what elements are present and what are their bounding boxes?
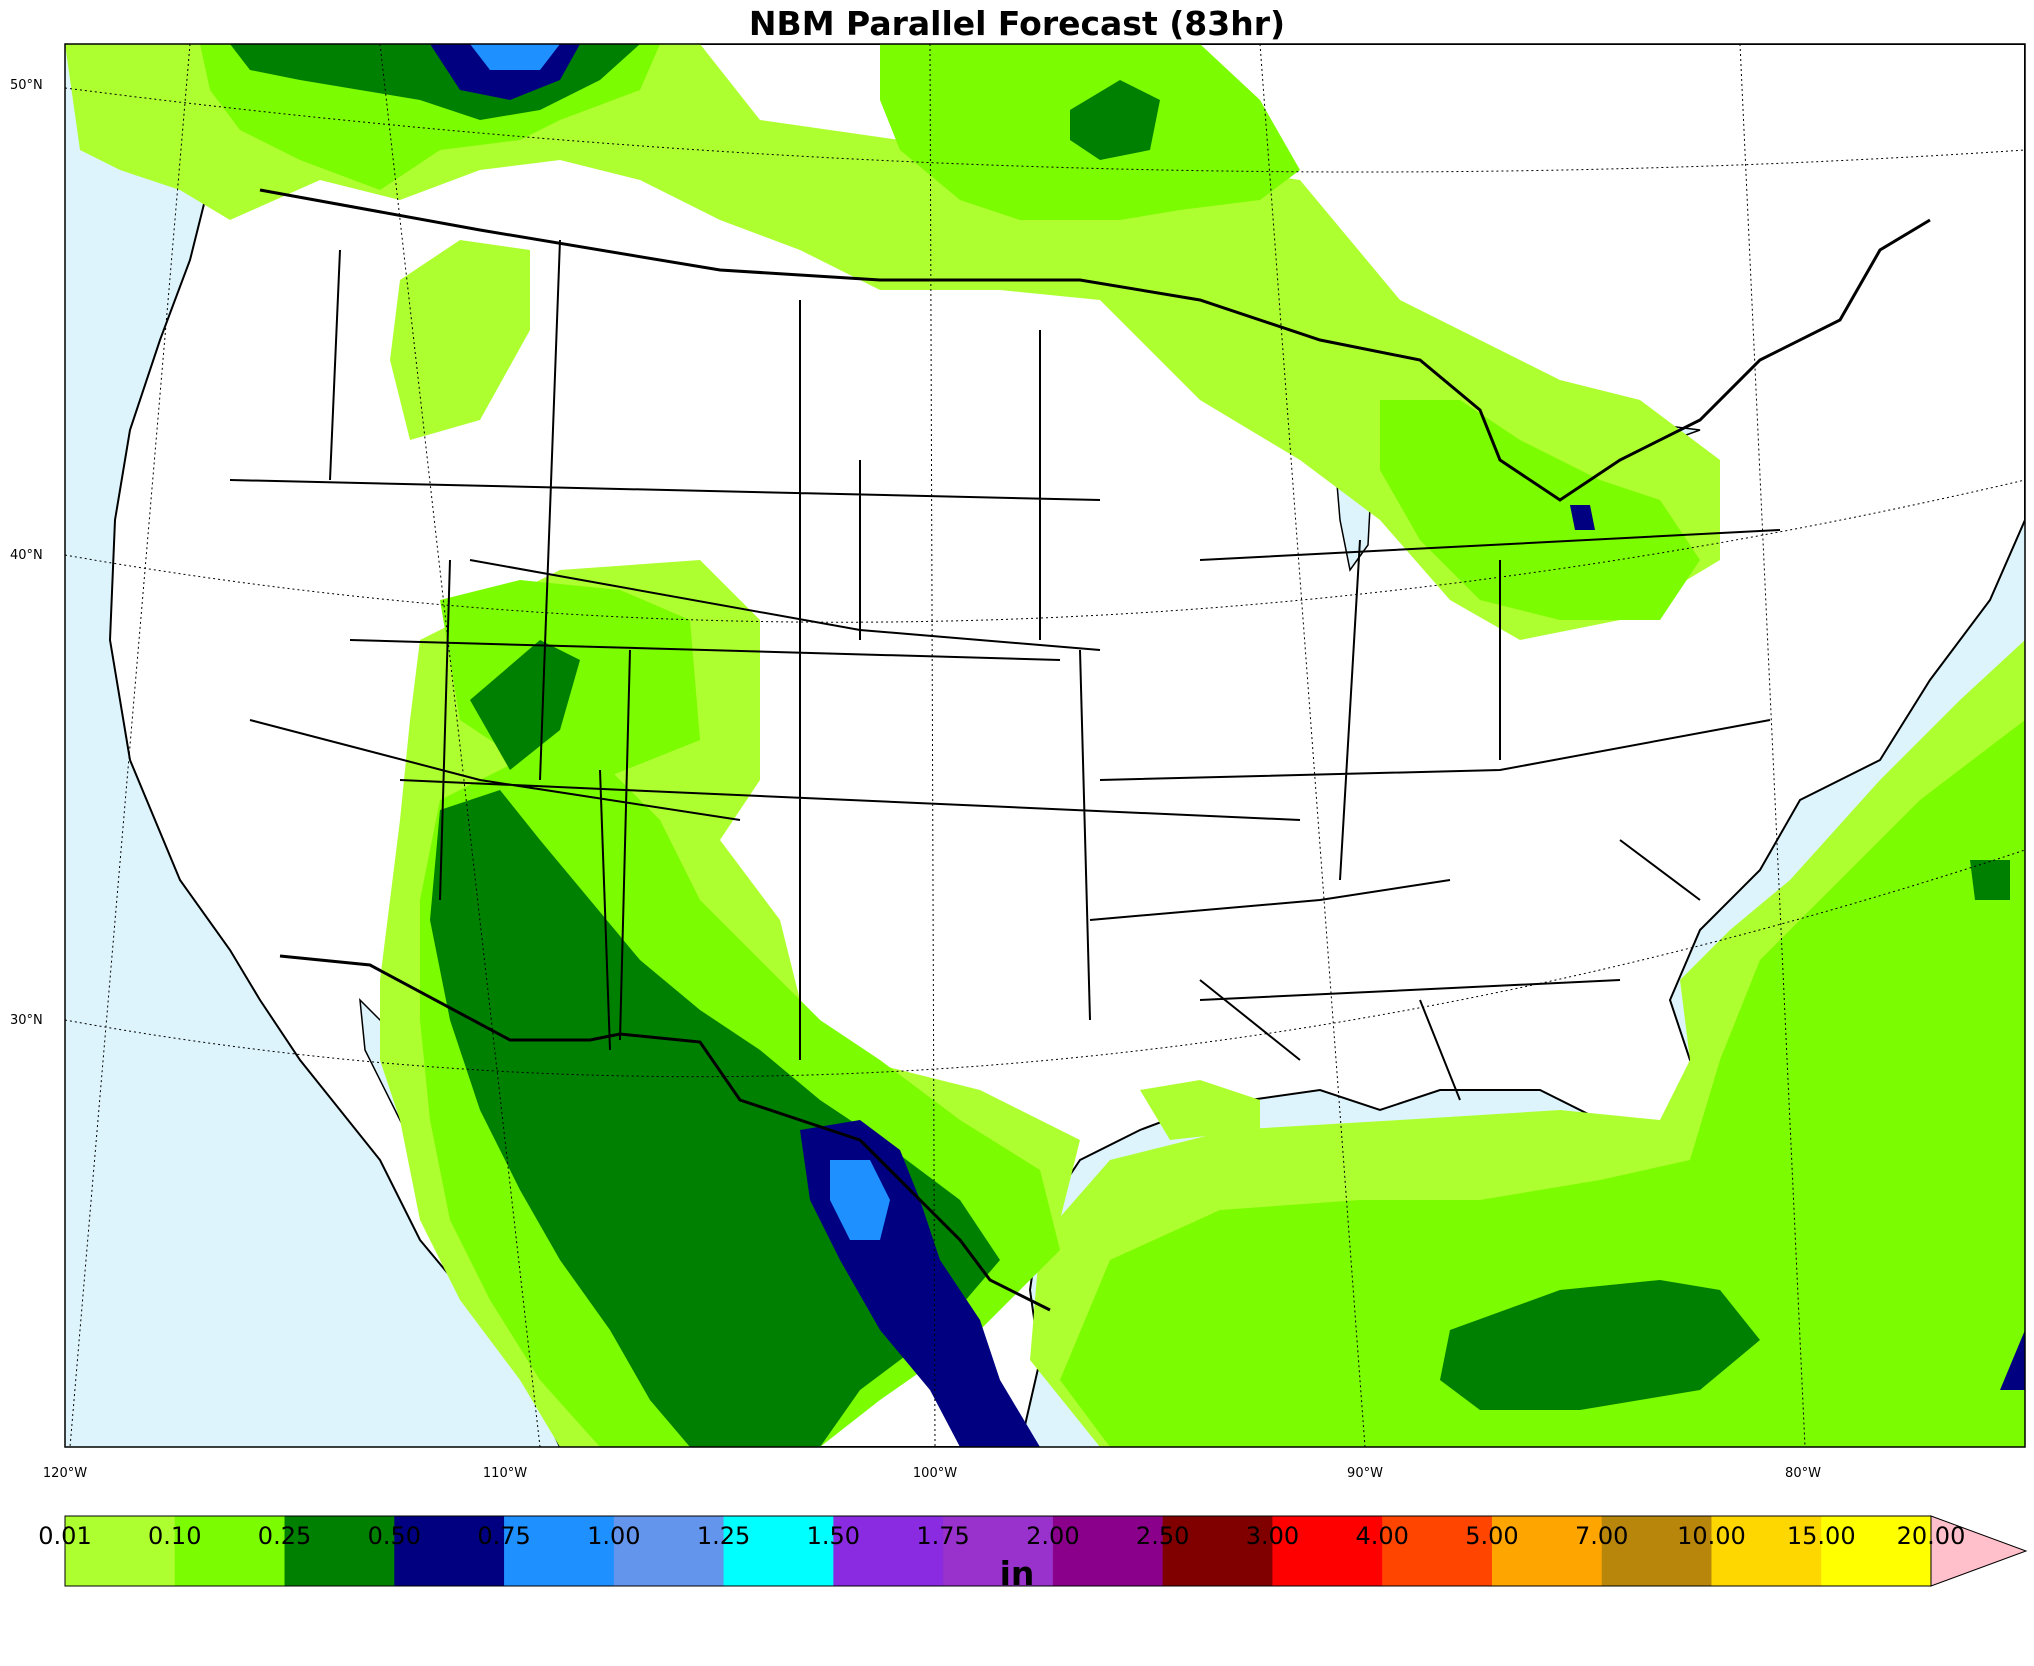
lat-label-50n: 50°N: [10, 78, 43, 93]
lon-label-110w: 110°W: [482, 1466, 528, 1481]
colorbar-unit-label: in: [999, 1554, 1035, 1593]
us-mexico-border: [279, 954, 1051, 1312]
colorbar-tick-label: 10.00: [1677, 1522, 1746, 1550]
colorbar-tick-label: 0.01: [38, 1522, 92, 1550]
colorbar-tick-label: 4.00: [1355, 1522, 1409, 1550]
colorbar-tick-label: 1.75: [916, 1522, 970, 1550]
lon-label-100w: 100°W: [912, 1466, 958, 1481]
colorbar-segment: [613, 1516, 725, 1586]
colorbar-tick-label: 1.50: [806, 1522, 861, 1550]
colorbar-segment: [1821, 1516, 1932, 1586]
colorbar-tick-label: 1.00: [587, 1522, 641, 1550]
colorbar-segment: [394, 1516, 505, 1586]
parallel-50n: [65, 87, 2025, 173]
colorbar-tick-label: 0.50: [367, 1522, 421, 1550]
colorbar-segment: [504, 1516, 615, 1586]
lon-label-90w: 90°W: [1347, 1466, 1383, 1481]
map-title: NBM Parallel Forecast (83hr): [748, 4, 1286, 43]
colorbar-segment: [174, 1516, 286, 1586]
colorbar-tick-label: 7.00: [1574, 1522, 1629, 1550]
colorbar-segment: [65, 1516, 176, 1586]
meridian-80w: [1739, 44, 1806, 1447]
colorbar-frame: [64, 1515, 1932, 1587]
colorbar-segment: [833, 1516, 944, 1586]
meridian-100w: [929, 44, 936, 1447]
colorbar-segment: [1162, 1516, 1273, 1586]
parallel-30n: [65, 849, 2025, 1078]
colorbar-segment: [284, 1516, 395, 1586]
colorbar-segment: [1601, 1516, 1712, 1586]
lat-label-30n: 30°N: [10, 1013, 43, 1028]
map-frame: [64, 43, 2026, 1448]
precip-0.75-1.00: [470, 44, 890, 1240]
graticule: [65, 44, 2025, 1447]
lat-label-40n: 40°N: [10, 548, 43, 563]
lon-label-80w: 80°W: [1785, 1466, 1821, 1481]
colorbar-tick-label: 0.75: [477, 1522, 531, 1550]
colorbar-tick-label: 2.00: [1026, 1522, 1080, 1550]
colorbar-tick-label: 1.25: [696, 1522, 751, 1550]
colorbar-tick-label: 2.50: [1135, 1522, 1190, 1550]
lon-label-120w: 120°W: [42, 1466, 88, 1481]
colorbar-tick-label: 0.10: [148, 1522, 202, 1550]
meridian-110w: [379, 44, 541, 1447]
colorbar-segment: [1382, 1516, 1493, 1586]
colorbar-tick-label: 15.00: [1786, 1522, 1856, 1550]
colorbar-tick-label: 0.25: [257, 1522, 312, 1550]
colorbar-segment: [943, 1516, 1054, 1586]
colorbar-tick-label: 3.00: [1245, 1522, 1300, 1550]
us-canada-border: [259, 188, 1931, 502]
colorbar-tick-label: 20.00: [1896, 1522, 1966, 1550]
colorbar-segment: [1272, 1516, 1383, 1586]
colorbar-segment: [1052, 1516, 1164, 1586]
colorbar-segment: [723, 1516, 834, 1586]
colorbar-segment: [1491, 1516, 1603, 1586]
colorbar-segment: [1711, 1516, 1822, 1586]
colorbar-tick-label: 5.00: [1465, 1522, 1519, 1550]
parallel-40n: [65, 479, 2025, 623]
state-lines: [229, 239, 1781, 1101]
boundaries: [229, 188, 1931, 1312]
